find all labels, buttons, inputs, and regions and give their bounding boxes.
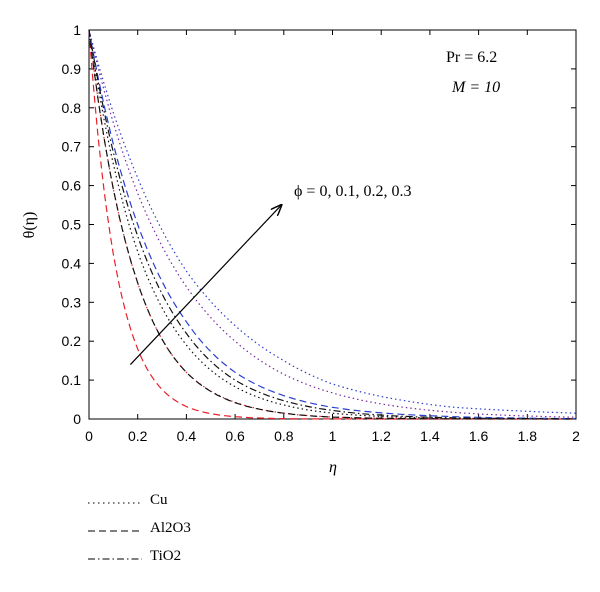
series-line-cu-blue	[88, 29, 577, 414]
x-tick-label: 1.6	[469, 428, 489, 444]
y-axis-label: θ(η)	[21, 212, 38, 239]
x-tick-labels: 0 0.2 0.4 0.6 0.8 1 1.2 1.4 1.6 1.8 2	[85, 30, 580, 444]
y-tick-label: 0.2	[62, 333, 82, 349]
legend-label-al2o3: Al2O3	[150, 520, 191, 536]
y-tick-label: 0.8	[62, 100, 82, 116]
series-line-tio2-black	[88, 29, 576, 420]
y-tick-label: 0.6	[62, 178, 82, 194]
legend-swatch-dashed	[88, 530, 142, 532]
x-tick-label: 0.8	[274, 428, 294, 444]
legend-item-al2o3: Al2O3	[88, 520, 288, 548]
y-tick-label: 0.9	[62, 61, 82, 77]
x-tick-label: 2	[572, 428, 580, 444]
y-tick-label: 1	[73, 22, 81, 38]
x-tick-label: 0.4	[177, 428, 197, 444]
legend-label-tio2: TiO2	[150, 548, 182, 564]
phi-annotation: ϕ = 0, 0.1, 0.2, 0.3	[294, 183, 411, 200]
x-tick-label: 1.8	[518, 428, 538, 444]
series-line-al2o3-black	[88, 29, 576, 420]
legend-swatch-dotted	[88, 502, 142, 504]
plot-frame	[88, 29, 577, 420]
m-annotation: M = 10	[451, 79, 500, 96]
x-tick-label: 1	[329, 428, 337, 444]
y-tick-label: 0.1	[62, 372, 82, 388]
x-axis-label: η	[329, 459, 337, 476]
x-tick-label: 1.2	[371, 428, 391, 444]
legend-item-cu: Cu	[88, 492, 288, 520]
series-line-al2o3-blue	[88, 29, 576, 420]
x-tick-label: 0	[85, 428, 93, 444]
y-tick-label: 0.7	[62, 139, 82, 155]
y-tick-label: 0	[73, 411, 81, 427]
x-tick-label: 1.4	[420, 428, 440, 444]
phi-increase-arrow	[129, 205, 281, 365]
series-line-cu-purple	[88, 29, 577, 418]
series-line-cu-red	[88, 29, 576, 420]
y-tick-label: 0.5	[62, 217, 82, 233]
legend-item-tio2: TiO2	[88, 548, 288, 576]
pr-annotation: Pr = 6.2	[446, 49, 497, 66]
x-tick-label: 0.6	[225, 428, 245, 444]
y-tick-label: 0.4	[62, 255, 82, 271]
legend: Cu Al2O3 TiO2	[88, 492, 288, 576]
legend-label-cu: Cu	[150, 492, 168, 508]
series-line-al2o3-red	[88, 29, 576, 420]
series-line-cu-black	[88, 29, 576, 420]
series-group	[88, 29, 577, 420]
y-tick-labels: 0 0.1 0.2 0.3 0.4 0.5 0.6 0.7 0.8 0.9 1	[62, 22, 576, 427]
legend-swatch-dashdot	[88, 558, 142, 560]
x-tick-label: 0.2	[128, 428, 148, 444]
y-tick-label: 0.3	[62, 294, 82, 310]
